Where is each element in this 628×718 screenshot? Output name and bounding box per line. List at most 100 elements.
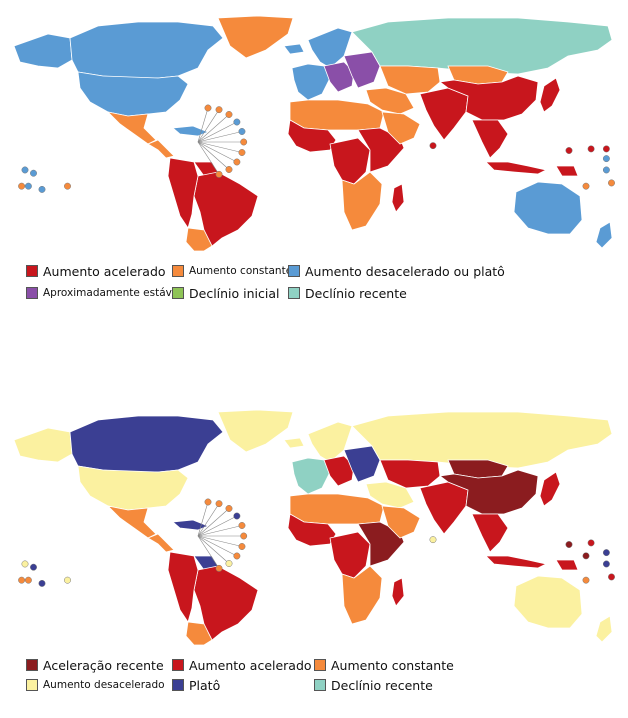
legend-swatch <box>288 287 300 299</box>
region-new-zealand <box>595 615 613 643</box>
legend-label: Aumento desacelerado <box>43 679 165 691</box>
map-top <box>8 16 620 251</box>
region-southeast-asia <box>471 513 509 553</box>
legend-item-aumento-acelerado: Aumento acelerado <box>26 263 166 279</box>
caribbean-island-marker <box>225 111 233 118</box>
region-brazil <box>193 171 259 247</box>
legend-swatch <box>26 659 38 671</box>
region-central-america <box>147 533 175 553</box>
legend-label: Aumento desacelerado ou platô <box>305 263 505 279</box>
caribbean-island-marker <box>233 552 241 560</box>
legend-label: Aumento acelerado <box>189 657 312 673</box>
region-southern-cone <box>185 621 213 645</box>
island-marker <box>602 560 610 568</box>
legend-swatch <box>172 679 184 691</box>
legend-label: Declínio inicial <box>189 285 280 301</box>
legend-swatch <box>26 679 38 691</box>
callout-line <box>197 535 230 564</box>
island-marker <box>18 182 26 190</box>
region-central-europe <box>323 455 355 487</box>
legend-swatch <box>172 287 184 299</box>
callout-line <box>197 141 243 153</box>
caribbean-island-marker <box>215 170 223 178</box>
island-marker <box>18 576 26 584</box>
legend-swatch <box>288 265 300 277</box>
region-western-europe <box>291 457 331 495</box>
region-png <box>555 165 579 177</box>
callout-line <box>197 501 209 537</box>
callout-line <box>197 535 243 547</box>
callout-line <box>197 114 230 143</box>
region-china <box>438 75 539 121</box>
caribbean-island-marker <box>215 564 223 572</box>
caribbean-island-marker <box>233 158 241 166</box>
legend-item-aumento-desacelerado: Aumento desacelerado <box>26 677 165 693</box>
region-greenland <box>217 410 294 453</box>
region-central-america <box>147 139 175 159</box>
legend-item-plato: Platô <box>172 677 220 693</box>
region-middle-east <box>365 481 415 509</box>
region-usa <box>77 465 189 511</box>
island-marker <box>30 169 37 177</box>
legend-label: Platô <box>189 677 221 693</box>
legend-item-aumento-constante: Aumento constante <box>172 263 292 279</box>
legend-item-declinio-inicial: Declínio inicial <box>172 285 280 301</box>
caribbean-island-marker <box>225 166 233 173</box>
region-western-europe <box>291 63 331 101</box>
legend-label: Declínio recente <box>331 677 433 693</box>
legend-label: Aceleração recente <box>43 657 164 673</box>
region-scandinavia <box>307 421 353 463</box>
island-marker <box>64 182 71 190</box>
island-marker <box>429 536 437 544</box>
legend-swatch <box>172 659 184 671</box>
region-arabia <box>381 505 421 539</box>
region-australia <box>513 181 583 235</box>
island-marker <box>608 573 615 581</box>
caribbean-island-marker <box>238 543 246 550</box>
region-japan <box>539 471 561 507</box>
callout-line <box>197 121 238 143</box>
region-alaska <box>13 33 73 69</box>
island-marker <box>565 147 573 154</box>
legend-item-aumento-acelerado: Aumento acelerado <box>172 657 312 673</box>
region-madagascar <box>391 183 405 213</box>
legend-label: Declínio recente <box>305 285 407 301</box>
legend-item-aproximadamente-estavel: Aproximadamente estável <box>26 285 181 301</box>
island-marker <box>429 142 437 150</box>
region-east-africa <box>357 521 405 567</box>
region-west-africa <box>287 119 337 153</box>
caribbean-island-marker <box>238 149 246 156</box>
island-marker <box>602 549 610 557</box>
region-central-asia <box>379 459 441 489</box>
region-southeast-asia <box>471 119 509 159</box>
caribbean-island-marker <box>240 138 248 146</box>
callout-line <box>197 141 220 175</box>
legend-item-aumento-desacelerado-ou-plato: Aumento desacelerado ou platô <box>288 263 505 279</box>
region-central-asia <box>379 65 441 95</box>
island-marker <box>602 145 610 153</box>
legend-item-declinio-recente: Declínio recente <box>314 677 433 693</box>
region-central-africa <box>329 531 371 579</box>
region-southern-africa <box>341 171 383 231</box>
region-mexico <box>106 111 157 145</box>
callout-line <box>197 131 243 143</box>
legend-label: Aumento constante <box>189 265 293 277</box>
region-southern-cone <box>185 227 213 251</box>
region-greenland <box>217 16 294 59</box>
island-marker <box>587 539 595 547</box>
island-marker <box>602 166 610 174</box>
region-central-europe <box>323 61 355 93</box>
region-usa <box>77 71 189 117</box>
region-indonesia <box>485 555 548 569</box>
region-arabia <box>381 111 421 145</box>
region-png <box>555 559 579 571</box>
callout-line <box>197 515 238 537</box>
island-marker <box>21 560 29 568</box>
island-marker <box>587 145 595 153</box>
region-iceland <box>283 43 305 55</box>
callout-line <box>197 525 243 537</box>
region-east-africa <box>357 127 405 173</box>
island-marker <box>602 155 610 163</box>
island-marker <box>30 563 37 571</box>
callout-line <box>197 107 209 143</box>
